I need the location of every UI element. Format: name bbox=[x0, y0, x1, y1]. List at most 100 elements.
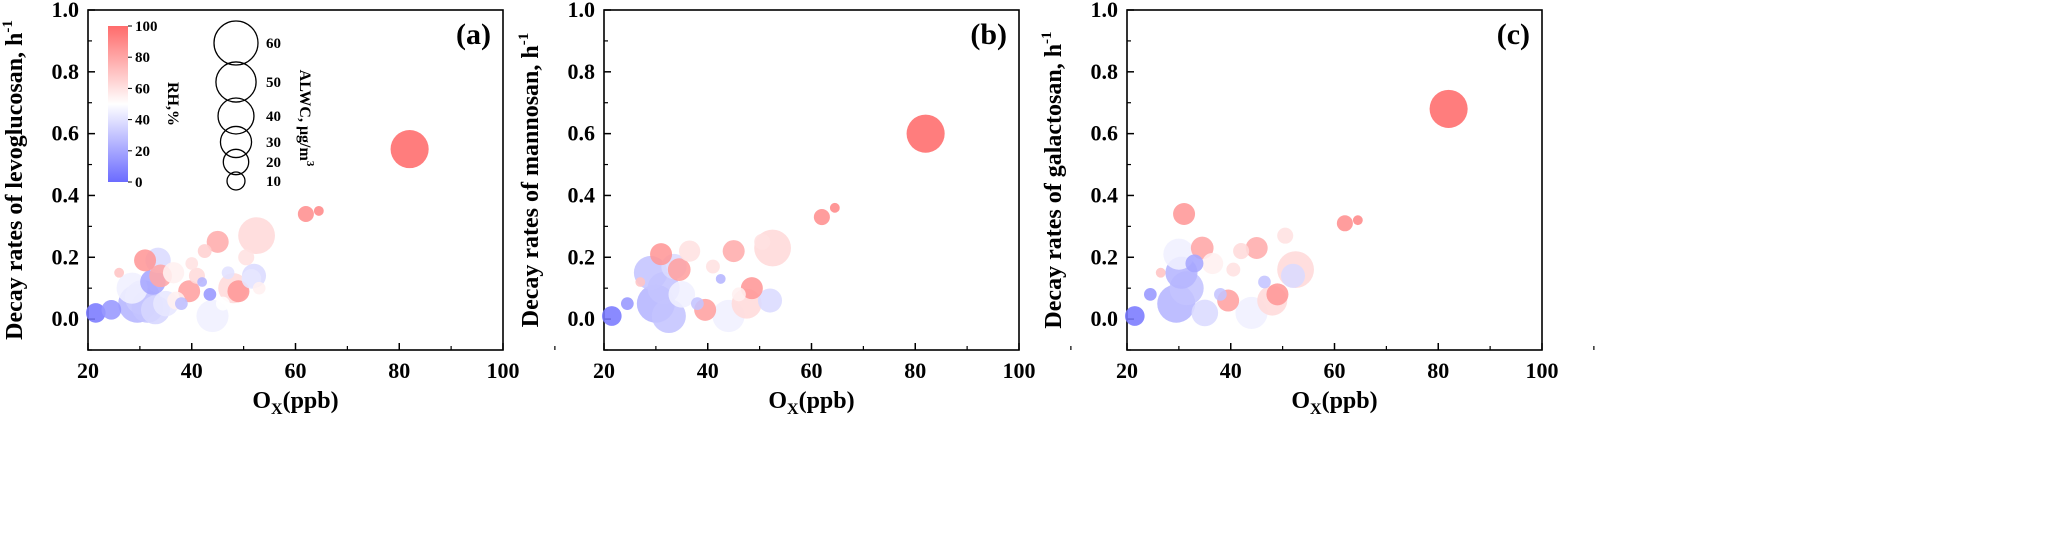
x-axis-title: OX(ppb) bbox=[1291, 388, 1377, 418]
data-point bbox=[722, 240, 745, 263]
data-point bbox=[297, 205, 314, 223]
x-axis-title: OX(ppb) bbox=[768, 388, 854, 418]
alwc-size-label: 50 bbox=[266, 75, 281, 91]
x-tick-label: 20 bbox=[593, 358, 615, 383]
data-point bbox=[1429, 89, 1468, 128]
data-point bbox=[620, 297, 634, 310]
y-tick-label: 0.2 bbox=[52, 244, 80, 269]
data-point bbox=[1201, 252, 1224, 275]
x-tick-label: 80 bbox=[388, 358, 410, 383]
data-point bbox=[116, 272, 148, 304]
data-point bbox=[1191, 299, 1219, 327]
y-tick-label: 0.0 bbox=[52, 306, 80, 331]
data-point bbox=[1185, 254, 1204, 273]
x-tick-label: 60 bbox=[801, 358, 823, 383]
y-axis-title: Decay rates of mannosan, h-1 bbox=[516, 33, 544, 328]
alwc-size-circle bbox=[215, 61, 257, 103]
data-point bbox=[1190, 236, 1214, 260]
alwc-size-label: 40 bbox=[266, 109, 281, 125]
y-tick-label: 0.2 bbox=[1091, 244, 1119, 269]
data-point bbox=[162, 262, 185, 284]
y-tick-label: 0.6 bbox=[1091, 121, 1119, 146]
rh-legend-title: RH,% bbox=[164, 82, 181, 126]
data-point bbox=[813, 209, 830, 226]
y-tick-label: 0.4 bbox=[568, 182, 596, 207]
data-point bbox=[1155, 267, 1166, 278]
data-point bbox=[1245, 237, 1268, 259]
rh-tick-label: 60 bbox=[135, 81, 150, 97]
alwc-size-circle bbox=[213, 20, 259, 66]
data-point bbox=[1258, 275, 1271, 289]
y-tick-label: 1.0 bbox=[1091, 0, 1119, 22]
data-point bbox=[601, 306, 622, 326]
data-point bbox=[691, 297, 704, 310]
alwc-size-label: 20 bbox=[266, 155, 281, 171]
y-tick-label: 0.6 bbox=[52, 121, 80, 146]
data-point bbox=[313, 205, 324, 216]
x-axis-title: OX(ppb) bbox=[252, 388, 338, 418]
y-tick-label: 0.8 bbox=[1091, 59, 1119, 84]
alwc-size-circle bbox=[219, 125, 253, 159]
panel-label: (c) bbox=[1497, 18, 1530, 51]
y-tick-label: 0.8 bbox=[568, 59, 596, 84]
data-point bbox=[238, 249, 255, 266]
rh-tick-label: 80 bbox=[135, 50, 150, 66]
data-point bbox=[740, 277, 763, 300]
data-point bbox=[134, 249, 157, 272]
data-point bbox=[651, 298, 686, 334]
rh-tick-label: 40 bbox=[135, 113, 150, 129]
data-point bbox=[678, 240, 701, 262]
chart-panel-2: 20 40 60 80 100 0.0 0.2 0.4 0.6 0.8 1.0 OX(ppb) Deca… bbox=[516, 0, 1072, 418]
y-tick-label: 0.4 bbox=[1091, 182, 1119, 207]
data-point bbox=[650, 243, 673, 266]
y-tick-label: 1.0 bbox=[52, 0, 80, 22]
data-point bbox=[203, 288, 217, 301]
alwc-size-circle bbox=[222, 148, 250, 176]
rh-tick-label: 20 bbox=[135, 144, 150, 160]
y-axis-title: Decay rates of levoglucosan, h-1 bbox=[0, 20, 28, 340]
x-tick-label: 40 bbox=[1220, 358, 1242, 383]
x-tick-label: 60 bbox=[1324, 358, 1346, 383]
alwc-size-legend: 60 50 40 30 20 10 ALWC, μg/m3 bbox=[213, 20, 316, 191]
data-point bbox=[1233, 243, 1250, 260]
x-tick-label: 100 bbox=[1526, 358, 1559, 383]
chart-panel-3: 20 40 60 80 100 0.0 0.2 0.4 0.6 0.8 1.0 OX(ppb) Deca… bbox=[1039, 0, 1595, 418]
data-point bbox=[1352, 215, 1363, 226]
data-point bbox=[101, 299, 122, 320]
data-point bbox=[754, 233, 771, 250]
x-tick-label: 100 bbox=[1003, 358, 1036, 383]
panel-label: (a) bbox=[456, 18, 491, 51]
y-tick-label: 0.6 bbox=[568, 121, 596, 146]
y-tick-label: 0.0 bbox=[568, 306, 596, 331]
data-point bbox=[667, 258, 691, 281]
data-point bbox=[731, 287, 746, 302]
alwc-size-label: 30 bbox=[266, 135, 281, 151]
data-point bbox=[715, 273, 726, 284]
rh-tick-label: 0 bbox=[135, 175, 143, 191]
data-point bbox=[829, 202, 840, 213]
alwc-size-label: 10 bbox=[266, 174, 281, 190]
y-tick-label: 0.2 bbox=[568, 244, 596, 269]
x-tick-label: 60 bbox=[285, 358, 307, 383]
x-tick-label: 40 bbox=[697, 358, 719, 383]
alwc-size-label: 60 bbox=[266, 36, 281, 52]
x-tick-label: 40 bbox=[181, 358, 203, 383]
data-point bbox=[705, 259, 720, 274]
chart-panel-1: 20 40 60 80 1000.00.20.40.60.81.0OX(ppb)Deca… bbox=[0, 0, 556, 418]
data-point bbox=[1277, 227, 1294, 244]
data-point bbox=[252, 281, 266, 295]
data-point bbox=[197, 277, 208, 287]
x-tick-label: 20 bbox=[1116, 358, 1138, 383]
data-point bbox=[1173, 203, 1196, 225]
data-point bbox=[1124, 306, 1145, 326]
panel-label: (b) bbox=[970, 18, 1007, 51]
data-point bbox=[185, 257, 199, 270]
data-point bbox=[1226, 262, 1241, 277]
data-point bbox=[1266, 283, 1289, 306]
rh-colorbar-legend: 0 20 40 60 80 100 RH,% bbox=[108, 19, 181, 191]
data-point bbox=[221, 266, 235, 280]
data-point bbox=[906, 114, 945, 153]
x-tick-label: 100 bbox=[487, 358, 520, 383]
data-point bbox=[197, 244, 212, 259]
